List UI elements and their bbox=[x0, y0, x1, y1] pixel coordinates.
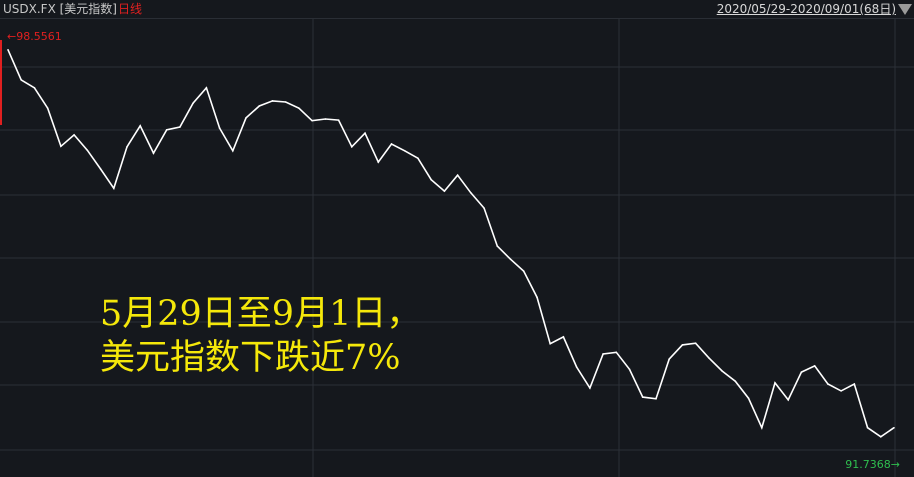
data-point bbox=[589, 387, 591, 389]
data-point bbox=[33, 87, 36, 89]
data-point bbox=[271, 100, 274, 102]
data-point bbox=[522, 270, 525, 272]
data-point bbox=[628, 368, 631, 371]
data-point bbox=[549, 342, 551, 345]
data-point bbox=[218, 127, 221, 129]
data-point bbox=[112, 187, 115, 190]
data-point bbox=[893, 426, 895, 429]
data-point bbox=[351, 146, 353, 148]
left-marker-bar bbox=[0, 40, 2, 125]
data-point bbox=[483, 207, 485, 209]
data-point bbox=[60, 145, 62, 148]
data-point bbox=[641, 396, 644, 398]
data-point bbox=[562, 336, 565, 338]
data-point bbox=[456, 174, 459, 176]
data-point bbox=[86, 149, 89, 152]
data-point bbox=[866, 426, 869, 429]
data-point bbox=[708, 357, 710, 359]
data-point bbox=[417, 157, 419, 159]
data-point bbox=[337, 119, 340, 121]
data-point bbox=[734, 380, 737, 383]
data-point bbox=[364, 132, 366, 135]
data-point bbox=[311, 119, 313, 122]
data-point bbox=[232, 149, 234, 152]
chart-header: USDX.FX [美元指数] 日线 2020/05/29-2020/09/01(… bbox=[0, 0, 914, 19]
dropdown-triangle-icon[interactable] bbox=[898, 4, 912, 15]
data-point bbox=[655, 397, 657, 400]
data-point bbox=[853, 383, 856, 385]
data-point bbox=[470, 191, 472, 194]
data-point bbox=[284, 101, 287, 103]
data-point bbox=[774, 382, 776, 384]
data-point bbox=[377, 161, 380, 163]
data-point bbox=[192, 102, 194, 104]
data-point bbox=[139, 125, 142, 127]
data-point bbox=[747, 397, 750, 400]
data-point bbox=[403, 149, 406, 152]
data-point bbox=[602, 353, 604, 355]
data-point bbox=[245, 117, 247, 119]
data-point bbox=[694, 342, 697, 344]
data-point bbox=[7, 48, 9, 51]
period-label[interactable]: 日线 bbox=[118, 2, 143, 16]
data-point bbox=[205, 87, 208, 89]
data-point bbox=[99, 168, 102, 170]
price-line bbox=[7, 49, 895, 438]
data-point bbox=[827, 383, 829, 385]
data-point bbox=[390, 143, 393, 145]
data-point bbox=[443, 190, 446, 192]
data-point bbox=[509, 258, 512, 260]
data-point bbox=[787, 399, 790, 401]
data-point bbox=[179, 126, 181, 128]
annotation-line-2: 美元指数下跌近7% bbox=[100, 338, 401, 378]
data-point bbox=[496, 245, 499, 247]
data-point bbox=[46, 107, 49, 110]
data-point bbox=[840, 390, 842, 392]
annotation-text: 5月29日至9月1日， 美元指数下跌近7% bbox=[100, 292, 421, 380]
data-point bbox=[126, 146, 128, 148]
data-point bbox=[324, 118, 327, 120]
data-point bbox=[575, 366, 578, 368]
data-point bbox=[298, 107, 300, 110]
data-point bbox=[813, 365, 816, 367]
data-point bbox=[760, 426, 763, 429]
annotation-line-1: 5月29日至9月1日， bbox=[100, 294, 422, 334]
data-point bbox=[152, 152, 155, 154]
data-point bbox=[73, 134, 75, 136]
low-value-label: 91.7368→ bbox=[845, 458, 900, 471]
data-point bbox=[536, 296, 538, 299]
data-point bbox=[668, 358, 670, 360]
symbol-label: USDX.FX [美元指数] bbox=[3, 2, 117, 16]
data-point bbox=[800, 371, 803, 373]
data-point bbox=[165, 128, 168, 131]
data-point bbox=[879, 436, 882, 438]
data-point bbox=[681, 344, 684, 346]
data-point bbox=[258, 105, 261, 107]
data-point bbox=[721, 370, 723, 372]
high-value-label: ←98.5561 bbox=[7, 30, 62, 43]
data-point bbox=[20, 79, 23, 81]
date-range-link[interactable]: 2020/05/29-2020/09/01(68日) bbox=[716, 2, 896, 16]
data-point bbox=[430, 178, 432, 181]
data-point bbox=[615, 351, 618, 354]
